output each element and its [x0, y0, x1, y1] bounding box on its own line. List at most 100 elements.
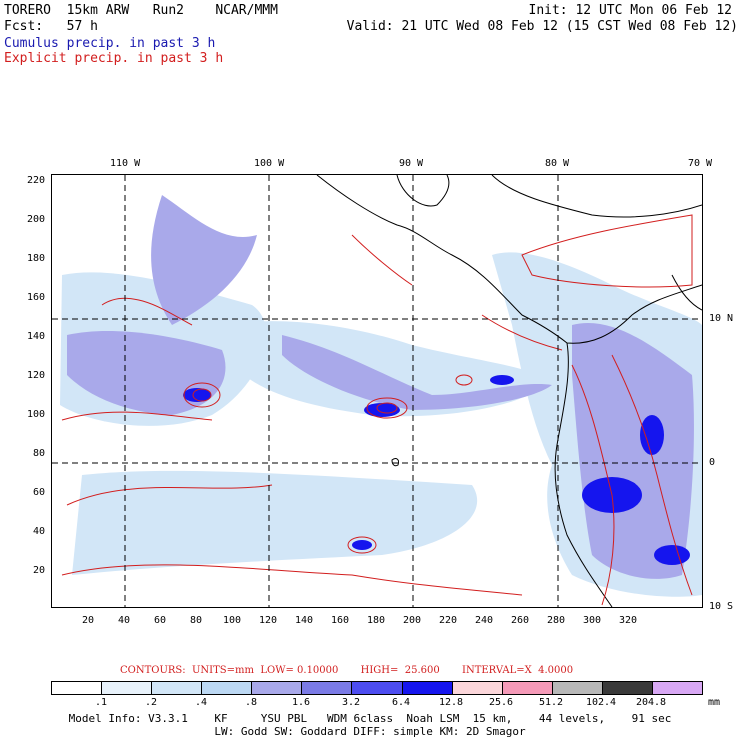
legend-swatch [402, 682, 453, 694]
model-info-line2: LW: Godd SW: Goddard DIFF: simple KM: 2D… [214, 725, 526, 738]
contour-caribbean [521, 214, 693, 288]
forecast-hour: Fcst: 57 h [4, 19, 98, 34]
contour-d [366, 397, 408, 419]
contour-a [101, 297, 193, 326]
core-west [183, 388, 211, 402]
coast-caribbean [491, 175, 702, 218]
contour-i [347, 536, 377, 554]
contour-e [376, 402, 398, 414]
core-south [352, 540, 372, 550]
x-label-160: 160 [331, 615, 350, 626]
contour-h [61, 564, 523, 596]
legend-swatch [502, 682, 553, 694]
lon-label-70w: 70 W [688, 158, 713, 169]
legend-swatch [552, 682, 603, 694]
x-label-180: 180 [367, 615, 386, 626]
x-label-140: 140 [295, 615, 314, 626]
legend-tick-label: .1 [94, 697, 108, 708]
contour-andes-west [571, 364, 615, 606]
legend-swatch [102, 682, 153, 694]
y-label-20: 20 [33, 565, 46, 576]
contour-b [183, 382, 221, 408]
valid-time: Valid: 21 UTC Wed 08 Feb 12 (15 CST Wed … [346, 19, 738, 34]
coastlines [316, 175, 702, 607]
precip-map-canvas [52, 175, 702, 607]
explicit-label: Explicit precip. in past 3 h [4, 51, 224, 66]
contour-f [61, 411, 213, 421]
legend-swatch [452, 682, 503, 694]
cumulus-label: Cumulus precip. in past 3 h [4, 36, 216, 51]
lon-label-100w: 100 W [254, 158, 285, 169]
coast-south-america [554, 342, 613, 607]
x-label-20: 20 [82, 615, 95, 626]
y-label-60: 60 [33, 487, 46, 498]
y-label-220: 220 [27, 175, 46, 186]
x-label-220: 220 [439, 615, 458, 626]
lat-label-10s: 10 S [709, 601, 734, 612]
model-info-line1: Model Info: V3.3.1 KF YSU PBL WDM 6class… [68, 712, 672, 725]
legend-swatch [352, 682, 403, 694]
core-east-band [490, 375, 514, 385]
coast-venezuela [671, 274, 702, 311]
x-label-260: 260 [511, 615, 530, 626]
lat-lon-grid [52, 175, 702, 607]
legend-tick-label: 102.4 [585, 697, 617, 708]
legend-swatch [252, 682, 303, 694]
legend-tick-label: 6.4 [391, 697, 411, 708]
core-peru [654, 545, 690, 565]
legend-swatch [652, 682, 703, 694]
y-label-140: 140 [27, 331, 46, 342]
legend-tick-label: 204.8 [635, 697, 667, 708]
y-label-40: 40 [33, 526, 46, 537]
x-label-120: 120 [259, 615, 278, 626]
light-area-south [72, 470, 478, 575]
legend-tick-label: 12.8 [438, 697, 464, 708]
legend-swatch [602, 682, 653, 694]
legend-tick-label: 1.6 [291, 697, 311, 708]
y-label-180: 180 [27, 253, 46, 264]
x-label-200: 200 [403, 615, 422, 626]
x-label-320: 320 [619, 615, 638, 626]
legend-swatch [202, 682, 253, 694]
lon-label-90w: 90 W [399, 158, 424, 169]
coast-central-america [316, 175, 702, 344]
galapagos-island [391, 458, 399, 467]
legend-tick-label: 25.6 [488, 697, 514, 708]
x-label-60: 60 [154, 615, 167, 626]
model-title: TORERO 15km ARW Run2 NCAR/MMM [4, 3, 278, 18]
legend-swatch [152, 682, 203, 694]
legend-swatch [52, 682, 103, 694]
y-label-200: 200 [27, 214, 46, 225]
legend-swatch [302, 682, 353, 694]
legend-tick-label: .8 [244, 697, 258, 708]
medium-area-central [282, 335, 552, 410]
legend-tick-label: .2 [144, 697, 158, 708]
precip-legend [51, 681, 703, 695]
contour-k [351, 234, 413, 286]
lat-label-0: 0 [709, 457, 716, 468]
explicit-contours [61, 214, 693, 606]
contour-g [66, 484, 273, 506]
coast-yucatan [396, 175, 450, 207]
x-label-80: 80 [190, 615, 203, 626]
contours-info: CONTOURS: UNITS=mm LOW= 0.10000 HIGH= 25… [120, 665, 574, 676]
core-central [364, 403, 400, 417]
legend-tick-label: 3.2 [341, 697, 361, 708]
legend-tick-label: .4 [194, 697, 208, 708]
contour-c [192, 388, 212, 402]
y-label-120: 120 [27, 370, 46, 381]
contour-andes-east [611, 354, 693, 596]
core-colombia [640, 415, 664, 455]
legend-unit: mm [708, 697, 721, 708]
y-label-100: 100 [27, 409, 46, 420]
init-time: Init: 12 UTC Mon 06 Feb 12 [528, 3, 733, 18]
legend-tick-label: 51.2 [538, 697, 564, 708]
medium-precip-areas [67, 195, 694, 579]
medium-area-east [572, 323, 694, 579]
lon-label-110w: 110 W [110, 158, 141, 169]
precip-map [51, 174, 703, 608]
lat-label-10n: 10 N [709, 313, 734, 324]
x-label-240: 240 [475, 615, 494, 626]
lon-label-80w: 80 W [545, 158, 570, 169]
x-label-40: 40 [118, 615, 131, 626]
